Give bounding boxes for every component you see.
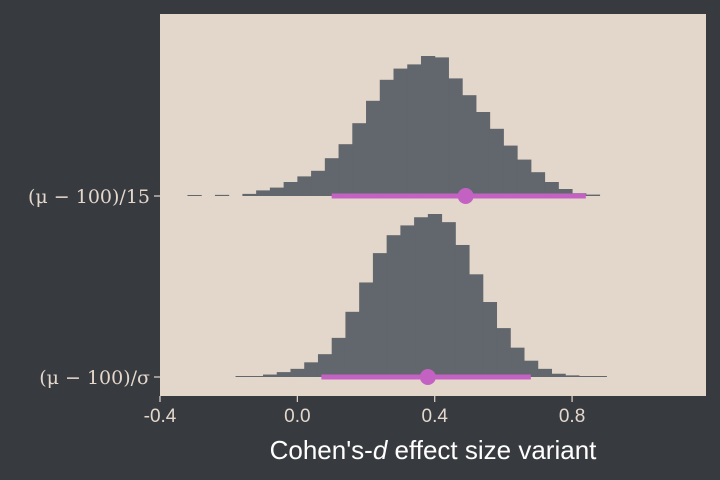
histogram-bar	[558, 189, 573, 196]
histogram-bar	[503, 145, 518, 196]
point-estimate	[457, 188, 474, 204]
histogram-bar	[304, 362, 319, 377]
histogram-bar	[565, 375, 580, 377]
x-tick-label: -0.4	[144, 406, 177, 427]
histogram-bar	[297, 176, 312, 196]
histogram-bar	[482, 302, 498, 377]
histogram-bar	[551, 373, 566, 377]
histogram-bar	[530, 172, 546, 196]
axis-layer: (μ − 100)/15 (μ − 100)/σ -0.4 0.0 0.4 0.8	[28, 186, 585, 427]
histogram-bar	[311, 170, 326, 196]
histogram-bar	[256, 190, 271, 196]
histogram-bar	[524, 360, 539, 377]
histogram-bar	[469, 274, 484, 377]
histogram-bar	[331, 337, 346, 377]
histogram-bar	[544, 182, 559, 196]
x-tick-label: 0.4	[422, 406, 449, 427]
histogram-bar	[414, 217, 429, 377]
histogram-bar	[585, 194, 601, 196]
histogram-bar	[269, 187, 285, 196]
histogram-bar	[420, 56, 436, 196]
histogram-series-0	[187, 56, 601, 197]
histogram-bar	[379, 79, 395, 196]
histogram-bar	[290, 368, 305, 377]
histogram-bar	[324, 158, 340, 196]
y-tick-label: (μ − 100)/σ	[39, 367, 150, 389]
histogram-bar	[283, 182, 298, 196]
histogram-bar	[489, 128, 504, 196]
histogram-bar	[386, 235, 401, 377]
histogram-bar	[455, 244, 470, 377]
histogram-bar	[510, 347, 525, 377]
histogram-bar	[345, 311, 360, 377]
histogram-bar	[372, 253, 388, 377]
y-tick-label: (μ − 100)/15	[28, 186, 150, 208]
x-tick-label: 0.8	[559, 406, 585, 427]
histogram-bar	[214, 194, 230, 196]
histogram-bar	[235, 376, 250, 377]
histogram-bar	[400, 225, 415, 377]
histogram-bar	[352, 123, 367, 196]
histogram-bar	[276, 372, 291, 377]
histogram-bar	[496, 328, 511, 377]
histogram-bar	[359, 282, 374, 377]
histogram-bar	[317, 354, 333, 377]
histogram-bar	[537, 368, 552, 377]
histogram-bar	[448, 78, 463, 196]
histogram-bar	[407, 64, 422, 197]
histogram-bar	[578, 376, 594, 377]
histogram-bar	[338, 144, 353, 196]
histogram-bar	[249, 376, 264, 377]
histogram-bar	[517, 159, 532, 196]
histogram-bar	[187, 195, 202, 196]
histogram-bar	[441, 222, 456, 377]
histogram-bar	[434, 57, 449, 197]
interval-layer	[321, 188, 586, 385]
histogram-bar	[592, 376, 607, 377]
x-tick-label: 0.0	[284, 406, 310, 427]
x-axis-title: Cohen's-d effect size variant	[270, 435, 598, 465]
histogram-bar	[263, 374, 278, 377]
histogram-bar	[427, 214, 443, 377]
histogram-bar	[366, 100, 381, 196]
point-estimate	[419, 369, 436, 385]
histogram-bar	[393, 68, 408, 196]
histogram-layer	[187, 56, 607, 377]
histogram-bar	[242, 193, 257, 196]
histogram-bar	[475, 112, 491, 196]
histogram-series-1	[235, 214, 607, 377]
histogram-bar	[462, 95, 477, 196]
